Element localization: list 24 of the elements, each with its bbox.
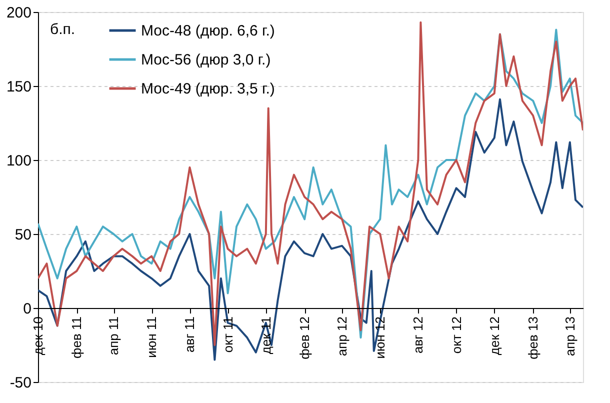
x-tick-label: фев 11 — [69, 316, 84, 358]
y-tick-label: 0 — [23, 300, 32, 318]
legend-label: Мос-49 (дюр. 3,5 г.) — [141, 80, 275, 98]
x-tick-label: апр 13 — [562, 316, 578, 356]
x-tick-label: июн 12 — [372, 316, 388, 359]
legend-label: Мос-48 (дюр. 6,6 г.) — [141, 22, 275, 40]
y-axis-title: б.п. — [50, 21, 76, 38]
y-tick-label: -50 — [10, 374, 32, 392]
x-tick-label: окт 11 — [220, 316, 236, 353]
x-tick-label: авг 11 — [182, 316, 198, 352]
x-tick-label: дек 11 — [258, 316, 274, 354]
x-tick-label: апр 11 — [106, 316, 122, 356]
legend-label: Мос-56 (дюр 3,0 г.) — [141, 52, 271, 68]
y-tick-label: 50 — [14, 226, 32, 244]
y-tick-label: 150 — [6, 78, 32, 96]
y-tick-label: 200 — [6, 4, 32, 22]
x-tick-label: авг 12 — [410, 316, 426, 354]
x-tick-label: июн 11 — [144, 316, 160, 358]
x-tick-label: фев 12 — [297, 316, 312, 360]
y-tick-label: 100 — [6, 152, 32, 170]
x-tick-label: дек 12 — [486, 316, 502, 356]
x-tick-label: окт 12 — [448, 316, 464, 354]
x-tick-label: фев 13 — [526, 316, 541, 360]
x-tick-label: апр 12 — [334, 316, 350, 356]
